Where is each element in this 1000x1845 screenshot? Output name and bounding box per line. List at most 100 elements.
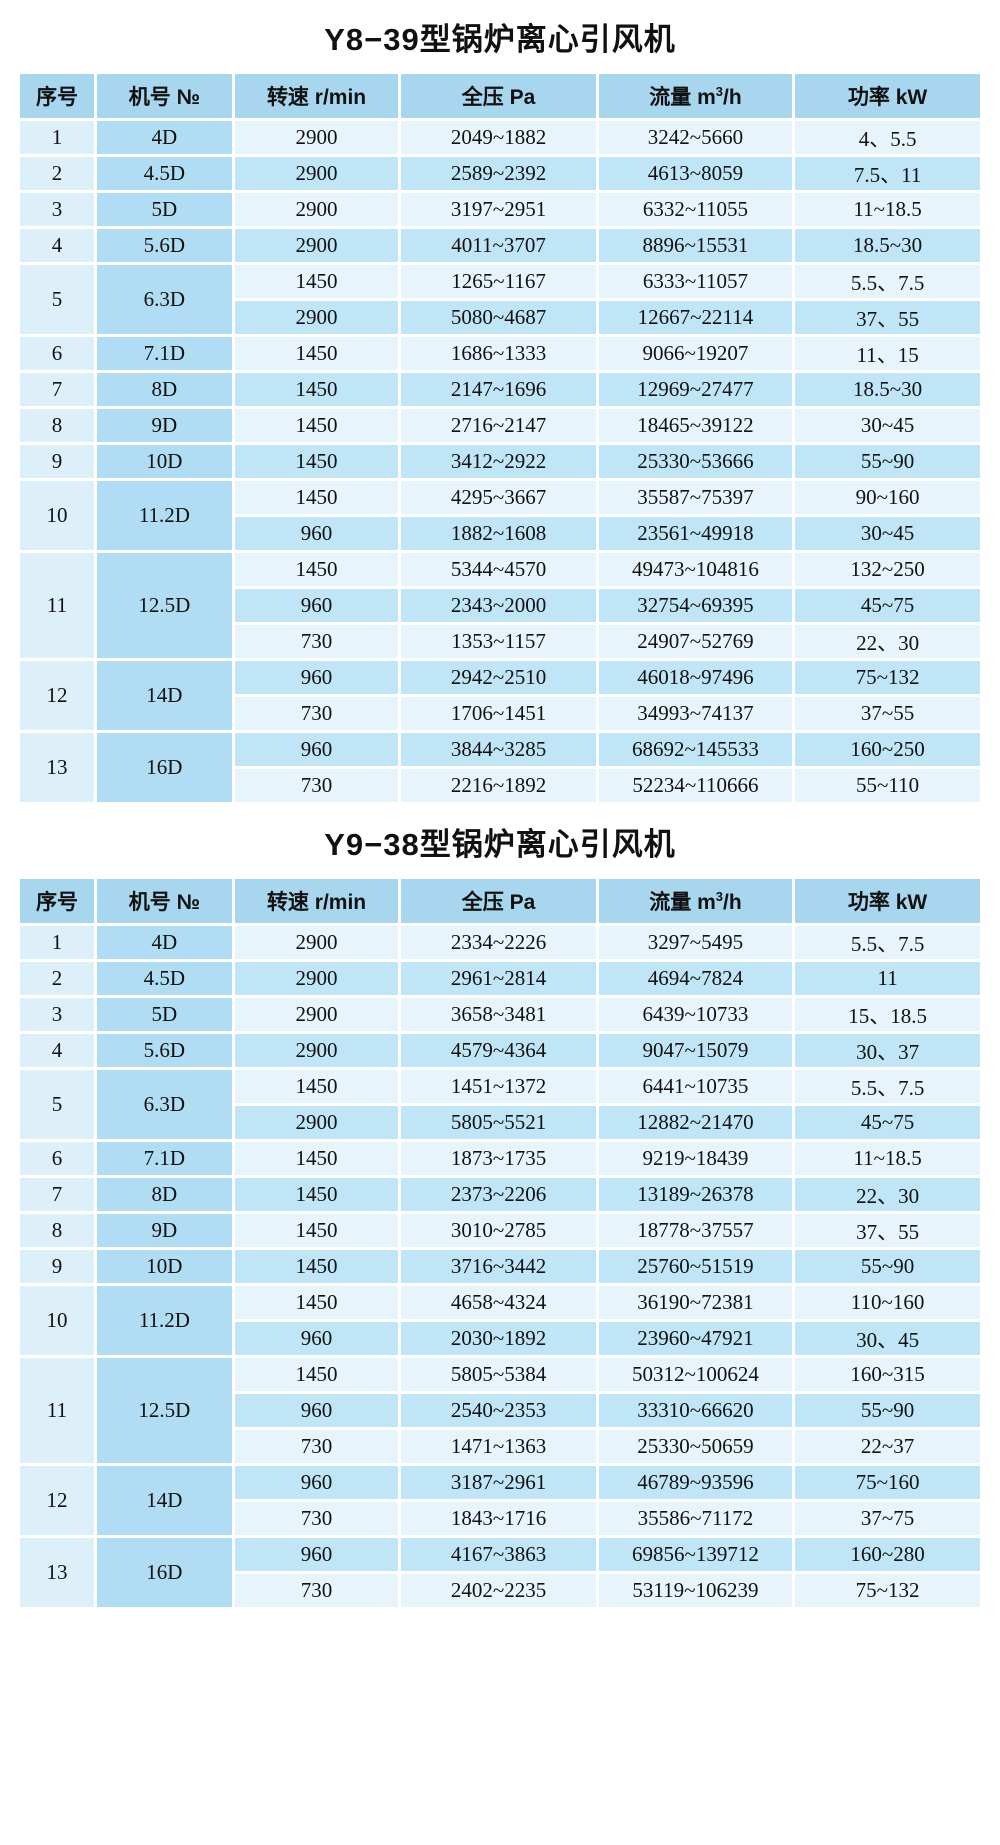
table-row: 3 5D 2900 3658~3481 6439~10733 15、18.5 [16, 995, 983, 1034]
serial-number-cell: 12 [16, 1463, 98, 1538]
speed-cell: 2900 [231, 923, 402, 962]
power-cell: 5.5、7.5 [792, 1067, 983, 1106]
speed-cell: 1450 [231, 1139, 402, 1178]
model-number-cell: 6.3D [94, 262, 235, 337]
table-row: 2900 5805~5521 12882~21470 45~75 [19, 1103, 983, 1142]
speed-cell: 1450 [231, 550, 402, 589]
pressure-cell: 2540~2353 [398, 1391, 599, 1430]
speed-cell: 1450 [231, 370, 402, 409]
flow-cell: 68692~145533 [595, 730, 796, 769]
column-header-pressure: 全压 Pa [398, 876, 599, 926]
power-cell: 160~250 [792, 730, 983, 769]
power-cell: 7.5、11 [792, 154, 983, 193]
model-number-cell: 4D [94, 923, 235, 962]
pressure-cell: 1471~1363 [398, 1427, 599, 1466]
table-row: 730 2402~2235 53119~106239 75~132 [19, 1571, 983, 1610]
speed-cell: 2900 [231, 995, 402, 1034]
flow-cell: 32754~69395 [595, 586, 796, 625]
table-row: 5 6.3D 1450 1451~1372 6441~10735 5.5、7.5 [16, 1067, 983, 1142]
flow-cell: 12969~27477 [595, 370, 796, 409]
speed-cell: 730 [231, 622, 402, 661]
speed-cell: 2900 [231, 959, 402, 998]
serial-number-cell: 13 [16, 730, 98, 805]
flow-unit-superscript: 3 [715, 84, 723, 99]
serial-number-cell: 13 [16, 1535, 98, 1610]
power-cell: 22、30 [792, 622, 983, 661]
speed-cell: 1450 [231, 334, 402, 373]
power-cell: 75~160 [792, 1463, 983, 1502]
pressure-cell: 4579~4364 [398, 1031, 599, 1070]
serial-number-cell: 1 [16, 118, 98, 157]
power-cell: 11~18.5 [792, 1139, 983, 1178]
flow-cell: 23960~47921 [595, 1319, 796, 1358]
pressure-cell: 2373~2206 [398, 1175, 599, 1214]
power-cell: 55~90 [792, 1391, 983, 1430]
power-cell: 37、55 [792, 1211, 983, 1250]
speed-cell: 2900 [231, 154, 402, 193]
table2-body: 1 4D 2900 2334~2226 3297~5495 5.5、7.5 2 4.5D 290… [16, 923, 983, 1610]
power-cell: 160~315 [792, 1355, 983, 1394]
pressure-cell: 2716~2147 [398, 406, 599, 445]
model-number-cell: 7.1D [94, 1139, 235, 1178]
table-row: 1 4D 2900 2049~1882 3242~5660 4、5.5 [16, 118, 983, 157]
power-cell: 90~160 [792, 478, 983, 517]
pressure-cell: 4295~3667 [398, 478, 599, 517]
column-header-serial: 序号 [16, 71, 98, 121]
table-row: 2900 5080~4687 12667~22114 37、55 [19, 298, 983, 337]
speed-cell: 730 [231, 1499, 402, 1538]
flow-cell: 6333~11057 [595, 262, 796, 301]
pressure-cell: 1686~1333 [398, 334, 599, 373]
power-cell: 22、30 [792, 1175, 983, 1214]
serial-number-cell: 11 [16, 1355, 98, 1466]
speed-cell: 2900 [231, 298, 402, 337]
flow-cell: 4694~7824 [595, 959, 796, 998]
table-row: 13 16D 960 4167~3863 69856~139712 160~280 [16, 1535, 983, 1610]
model-number-cell: 11.2D [94, 478, 235, 553]
table-row: 10 11.2D 1450 4295~3667 35587~75397 90~160 [16, 478, 983, 553]
pressure-cell: 3658~3481 [398, 995, 599, 1034]
flow-cell: 25760~51519 [595, 1247, 796, 1286]
flow-cell: 9219~18439 [595, 1139, 796, 1178]
table1-body: 1 4D 2900 2049~1882 3242~5660 4、5.5 2 4.5D 2900 2… [16, 118, 983, 805]
power-cell: 110~160 [792, 1283, 983, 1322]
flow-cell: 35586~71172 [595, 1499, 796, 1538]
column-header-serial: 序号 [16, 876, 98, 926]
power-cell: 22~37 [792, 1427, 983, 1466]
power-cell: 15、18.5 [792, 995, 983, 1034]
flow-cell: 4613~8059 [595, 154, 796, 193]
flow-cell: 35587~75397 [595, 478, 796, 517]
flow-cell: 3242~5660 [595, 118, 796, 157]
pressure-cell: 3197~2951 [398, 190, 599, 229]
serial-number-cell: 4 [16, 1031, 98, 1070]
speed-cell: 1450 [231, 1175, 402, 1214]
flow-cell: 46789~93596 [595, 1463, 796, 1502]
flow-cell: 33310~66620 [595, 1391, 796, 1430]
pressure-cell: 1265~1167 [398, 262, 599, 301]
model-number-cell: 7.1D [94, 334, 235, 373]
pressure-cell: 5805~5384 [398, 1355, 599, 1394]
serial-number-cell: 3 [16, 995, 98, 1034]
speed-cell: 2900 [231, 226, 402, 265]
serial-number-cell: 9 [16, 1247, 98, 1286]
table-row: 730 1706~1451 34993~74137 37~55 [19, 694, 983, 733]
speed-cell: 2900 [231, 1031, 402, 1070]
pressure-cell: 3412~2922 [398, 442, 599, 481]
power-cell: 37~75 [792, 1499, 983, 1538]
flow-cell: 18465~39122 [595, 406, 796, 445]
pressure-cell: 1451~1372 [398, 1067, 599, 1106]
table-row: 5 6.3D 1450 1265~1167 6333~11057 5.5、7.5 [16, 262, 983, 337]
model-number-cell: 4.5D [94, 154, 235, 193]
model-number-cell: 12.5D [94, 1355, 235, 1466]
column-header-power: 功率 kW [792, 876, 983, 926]
column-header-model: 机号 № [94, 71, 235, 121]
power-cell: 55~110 [792, 766, 983, 805]
speed-cell: 2900 [231, 118, 402, 157]
table-row: 9 10D 1450 3412~2922 25330~53666 55~90 [16, 442, 983, 481]
pressure-cell: 2216~1892 [398, 766, 599, 805]
speed-cell: 1450 [231, 1283, 402, 1322]
speed-cell: 960 [231, 658, 402, 697]
speed-cell: 1450 [231, 1211, 402, 1250]
serial-number-cell: 7 [16, 370, 98, 409]
table-row: 11 12.5D 1450 5805~5384 50312~100624 160~315 [16, 1355, 983, 1466]
serial-number-cell: 7 [16, 1175, 98, 1214]
